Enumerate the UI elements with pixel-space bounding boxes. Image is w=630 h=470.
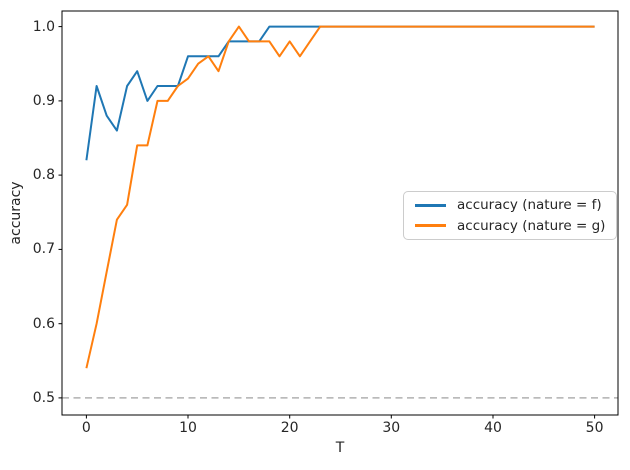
x-tick-label: 30 <box>382 420 401 436</box>
y-tick-label: 0.6 <box>32 315 55 332</box>
y-tick-label: 0.5 <box>32 389 55 406</box>
legend-label-g: accuracy (nature = g) <box>457 217 606 234</box>
legend-entry-g: accuracy (nature = g) <box>415 217 616 234</box>
series-line-g <box>85 25 595 369</box>
y-tick-label: 0.8 <box>32 167 55 184</box>
x-tick-label: 10 <box>179 420 197 436</box>
x-tick-label: 50 <box>585 420 604 436</box>
x-tick-label: 0 <box>81 420 91 436</box>
x-tick-label: 20 <box>280 420 299 436</box>
x-tick-label: 40 <box>484 420 502 436</box>
y-tick-label: 1.0 <box>32 18 55 35</box>
y-tick-label: 0.7 <box>32 241 55 258</box>
legend-entry-f: accuracy (nature = f) <box>415 196 616 213</box>
legend-label-f: accuracy (nature = f) <box>457 196 602 213</box>
y-axis-label: accuracy <box>8 181 24 245</box>
legend-line-swatch-f <box>415 203 446 207</box>
legend: accuracy (nature = f) accuracy (nature =… <box>403 191 617 240</box>
x-axis-label: T <box>335 440 345 456</box>
legend-line-swatch-g <box>415 224 446 228</box>
series-line-f <box>85 25 595 161</box>
plot-border <box>61 10 619 416</box>
y-tick-label: 0.9 <box>32 92 55 109</box>
